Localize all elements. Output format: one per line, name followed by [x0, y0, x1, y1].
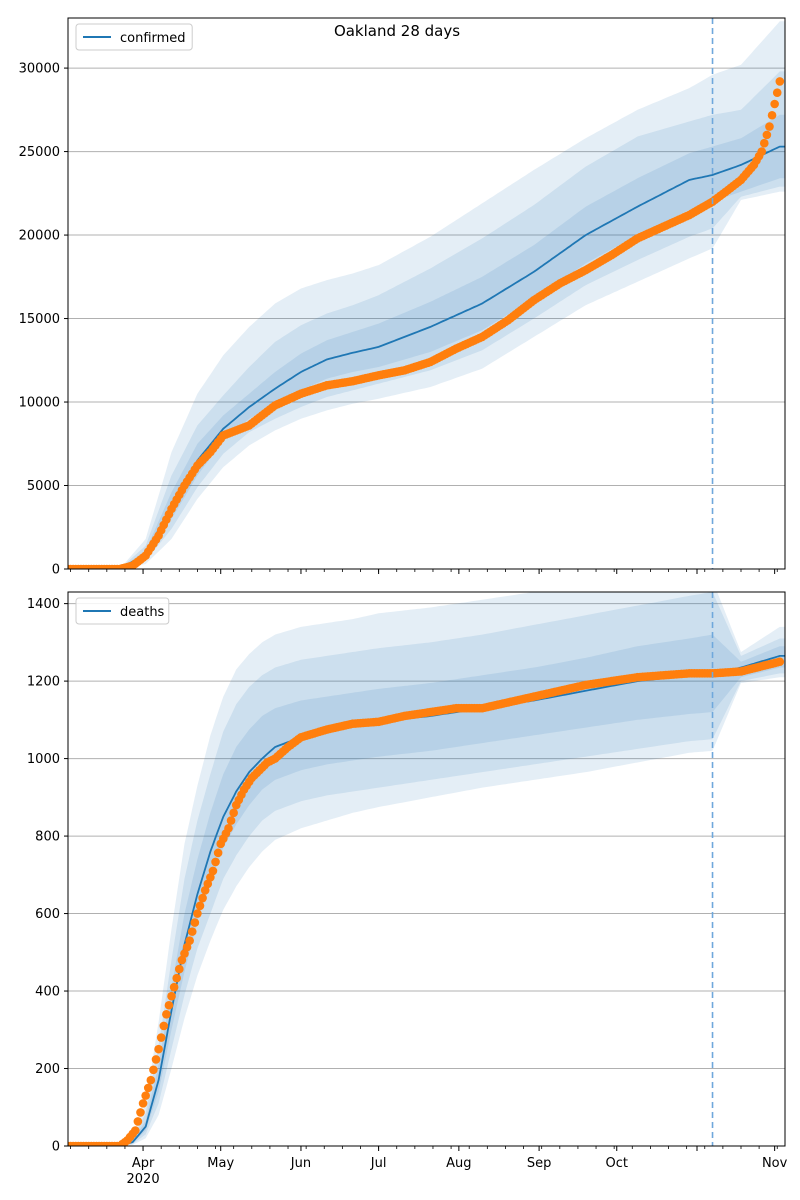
- x-tick-label: Apr: [132, 1156, 155, 1171]
- observed-point: [195, 901, 205, 911]
- observed-point: [762, 130, 772, 140]
- y-tick-label: 15000: [19, 312, 60, 327]
- observed-point: [190, 918, 200, 927]
- deaths-panel: 0 200 400 600 800 1000 1200 1400 Apr May Jun Jul Aug…: [27, 591, 788, 1187]
- observed-point: [130, 1126, 140, 1135]
- observed-point: [193, 909, 202, 918]
- y-tick-label: 1200: [27, 675, 60, 690]
- observed-point: [759, 138, 769, 148]
- x-tick-label: Jul: [370, 1156, 387, 1171]
- observed-point: [159, 1021, 169, 1031]
- legend-box: [75, 597, 170, 625]
- legend: deaths: [75, 597, 170, 625]
- observed-point: [164, 1000, 174, 1010]
- observed-point: [175, 964, 184, 974]
- observed-point: [213, 848, 223, 858]
- y-tick-label: 1000: [27, 752, 60, 767]
- x-tick-label: Aug: [446, 1156, 471, 1171]
- y-tick-label: 400: [35, 985, 60, 1000]
- band-80-fit: [68, 592, 713, 1146]
- y-tick-label: 5000: [27, 479, 60, 494]
- axes-frame: [67, 591, 786, 1147]
- band-50-fit: [68, 146, 713, 569]
- observed-point: [200, 886, 210, 895]
- chart-title: Oakland 28 days: [334, 22, 460, 40]
- observed-point: [154, 1044, 163, 1054]
- observed-point: [141, 1091, 150, 1100]
- x-tick-label: Jun: [290, 1156, 311, 1171]
- y-tick-label: 30000: [19, 62, 60, 77]
- observed-point: [185, 936, 194, 945]
- observed-point: [208, 866, 218, 876]
- observed-point: [198, 893, 207, 903]
- y-tick-label: 1400: [27, 597, 60, 612]
- legend-label: deaths: [120, 605, 165, 620]
- observed-point: [772, 88, 782, 98]
- observed-point: [162, 1009, 171, 1019]
- y-tick-label: 200: [35, 1062, 60, 1077]
- y-tick-label: 20000: [19, 229, 60, 244]
- observed-point: [167, 991, 176, 1001]
- observed-point: [133, 1117, 143, 1126]
- observed-point: [187, 927, 197, 936]
- axes-frame: [67, 17, 786, 570]
- observed-point: [156, 1033, 166, 1042]
- y-tick-label: 600: [35, 907, 60, 922]
- observed-point: [146, 1075, 156, 1085]
- y-tick-label: 25000: [19, 145, 60, 160]
- observed-point: [206, 873, 215, 882]
- observed-point: [169, 982, 179, 992]
- y-tick-label: 800: [35, 830, 60, 845]
- observed-point: [226, 816, 236, 825]
- observed-point: [172, 973, 182, 983]
- x-tick-sublabel: 2020: [127, 1172, 160, 1187]
- y-tick-label: 0: [52, 563, 60, 578]
- observed-point: [775, 657, 785, 667]
- observed-point: [211, 857, 220, 867]
- observed-point: [224, 824, 233, 833]
- observed-point: [770, 99, 779, 109]
- x-tick-label: Nov: [762, 1156, 788, 1171]
- x-tick-label: Sep: [527, 1156, 552, 1171]
- observed-point: [149, 1065, 158, 1075]
- observed-point: [138, 1099, 148, 1108]
- x-tick-label: May: [207, 1156, 234, 1171]
- confirmed-panel: 0 5000 10000 15000 20000 25000 30000 confirmed: [19, 17, 786, 578]
- observed-point: [203, 879, 213, 889]
- y-tick-label: 0: [52, 1140, 60, 1155]
- observed-point: [177, 955, 187, 965]
- plot-area: [68, 21, 785, 569]
- plot-area: [68, 592, 785, 1146]
- band-95-fit: [68, 592, 713, 1146]
- observed-point: [180, 949, 189, 958]
- observed-point: [757, 147, 767, 156]
- y-tick-label: 10000: [19, 396, 60, 411]
- band-50-fit: [68, 634, 713, 1146]
- x-tick-label: Oct: [606, 1156, 628, 1171]
- observed-point: [143, 1083, 153, 1093]
- observed-point: [229, 808, 238, 818]
- legend: confirmed: [75, 23, 193, 51]
- observed-point: [767, 110, 777, 120]
- observed-point: [151, 1055, 161, 1064]
- observed-point: [765, 122, 774, 131]
- observed-point: [775, 77, 785, 86]
- legend-box: [75, 23, 193, 51]
- observed-point: [136, 1108, 145, 1117]
- observed-point: [182, 942, 192, 952]
- legend-label: confirmed: [120, 31, 186, 46]
- band-95-fit: [68, 74, 713, 569]
